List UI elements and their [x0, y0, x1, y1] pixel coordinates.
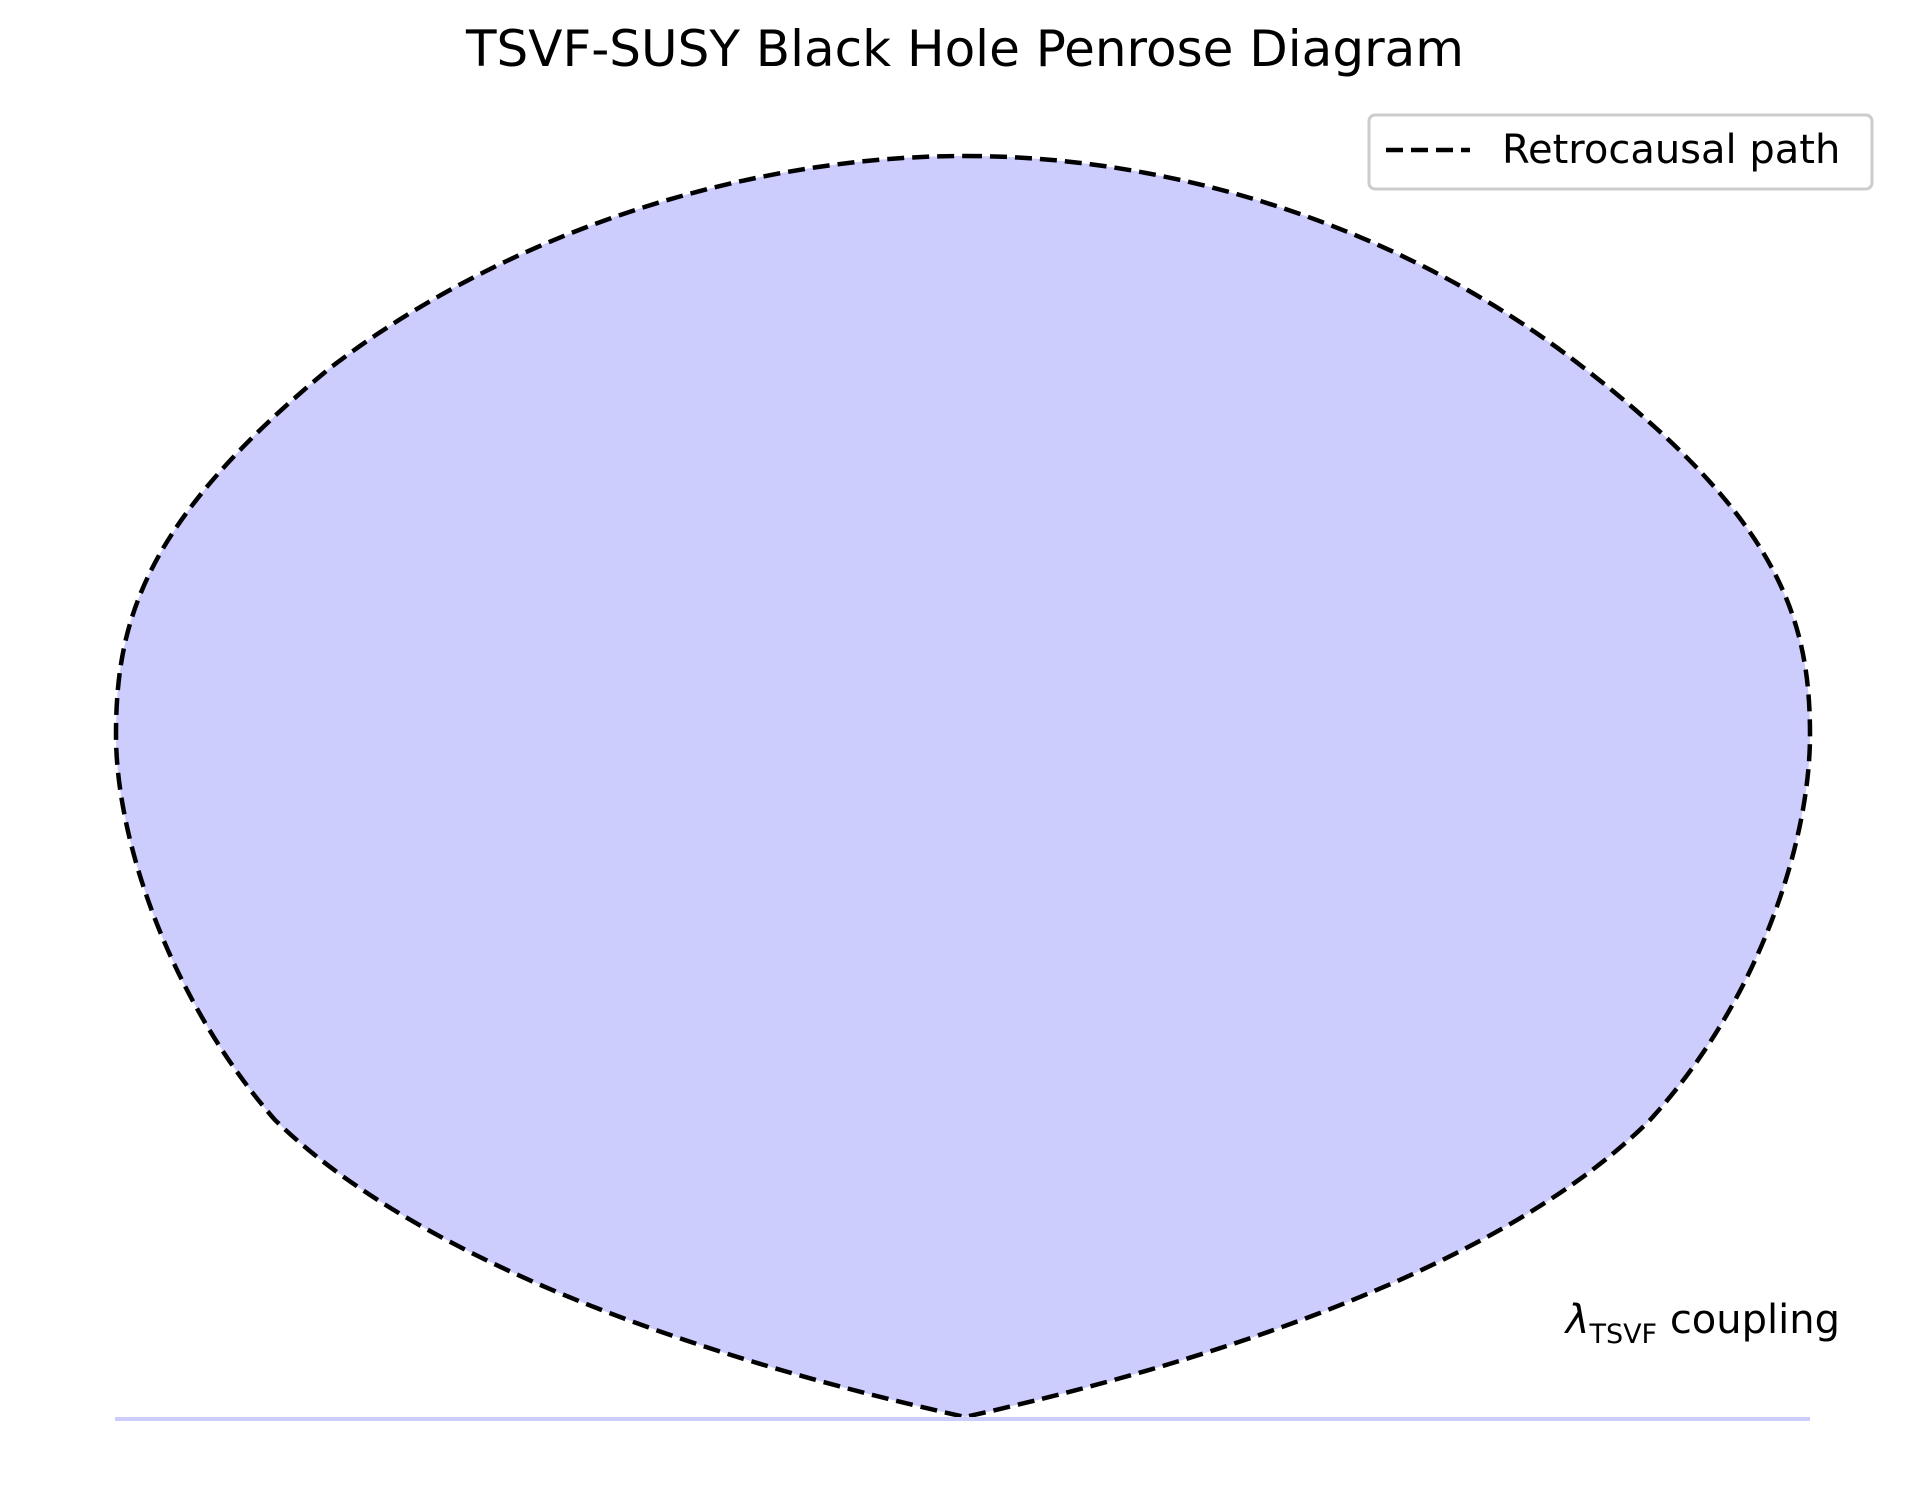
black-hole-region — [116, 156, 1810, 1417]
diagram-title: TSVF-SUSY Black Hole Penrose Diagram — [465, 20, 1464, 78]
legend-entry-label: Retrocausal path — [1502, 127, 1840, 173]
lambda-symbol: λ — [1564, 1297, 1590, 1343]
coupling-annotation: λTSVF coupling — [1564, 1297, 1840, 1350]
lambda-subscript: TSVF — [1588, 1319, 1657, 1350]
legend-frame — [1367, 113, 1874, 191]
coupling-word: coupling — [1670, 1297, 1840, 1343]
legend: Retrocausal path — [1367, 113, 1874, 191]
